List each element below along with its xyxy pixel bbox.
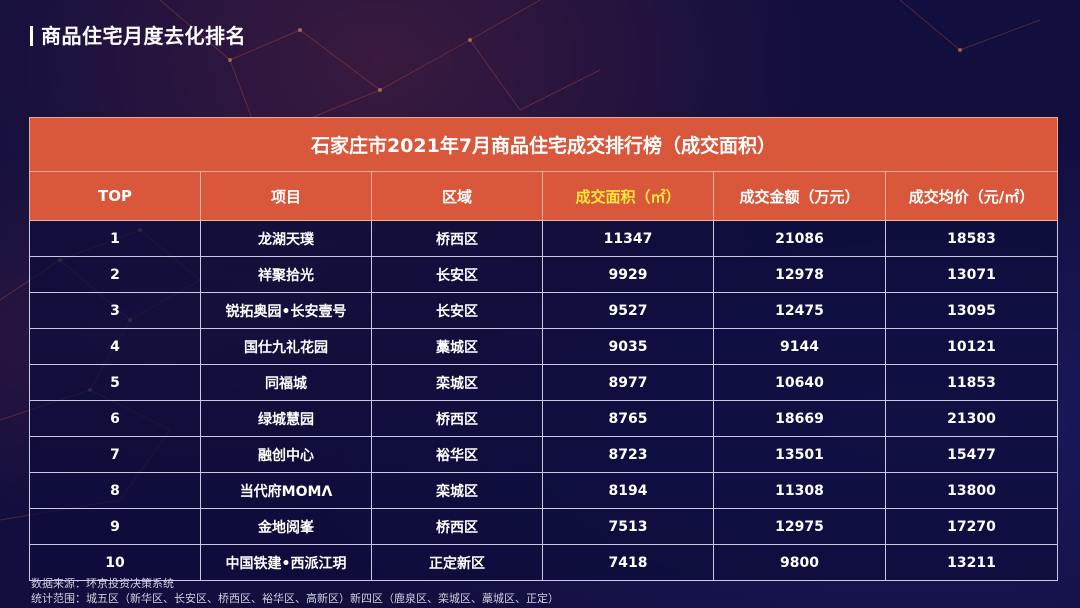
cell-rank: 5 — [29, 364, 201, 401]
table-body: 1 龙湖天璞 桥西区 11347 21086 18583 2 祥聚拾光 长安区 9929 12978… — [29, 220, 1059, 581]
cell-area: 7418 — [542, 544, 714, 581]
statistics-scope-note: 统计范围：城五区（新华区、长安区、桥西区、裕华区、高新区）新四区（鹿泉区、栾城区… — [31, 592, 559, 605]
table-header-row: TOP 项目 区域 成交面积（㎡） 成交金额（万元） 成交均价（元/㎡） — [29, 171, 1059, 221]
cell-district: 长安区 — [371, 256, 543, 293]
cell-avg-price: 17270 — [884, 508, 1059, 545]
cell-area: 8977 — [542, 364, 714, 401]
column-header-avg-price: 成交均价（元/㎡） — [884, 171, 1059, 221]
cell-area: 7513 — [542, 508, 714, 545]
cell-project: 中国铁建•西派江玥 — [200, 544, 372, 581]
column-header-project: 项目 — [200, 171, 372, 221]
table-row: 5 同福城 栾城区 8977 10640 11853 — [29, 364, 1059, 401]
cell-project: 当代府MOMΛ — [200, 472, 372, 509]
cell-amount: 9800 — [713, 544, 886, 581]
cell-rank: 8 — [29, 472, 201, 509]
column-header-area: 成交面积（㎡） — [542, 171, 714, 221]
cell-rank: 1 — [29, 220, 201, 257]
cell-area: 11347 — [542, 220, 714, 257]
cell-rank: 4 — [29, 328, 201, 365]
cell-avg-price: 21300 — [884, 400, 1059, 437]
cell-avg-price: 18583 — [884, 220, 1059, 257]
cell-rank: 6 — [29, 400, 201, 437]
cell-amount: 13501 — [713, 436, 886, 473]
table-row: 10 中国铁建•西派江玥 正定新区 7418 9800 13211 — [29, 544, 1059, 581]
table-row: 4 国仕九礼花园 藁城区 9035 9144 10121 — [29, 328, 1059, 365]
cell-amount: 10640 — [713, 364, 886, 401]
cell-avg-price: 15477 — [884, 436, 1059, 473]
cell-avg-price: 11853 — [884, 364, 1059, 401]
cell-amount: 12475 — [713, 292, 886, 329]
page-title-text: 商品住宅月度去化排名 — [41, 24, 246, 48]
cell-project: 融创中心 — [200, 436, 372, 473]
cell-rank: 7 — [29, 436, 201, 473]
cell-project: 龙湖天璞 — [200, 220, 372, 257]
cell-avg-price: 13095 — [884, 292, 1059, 329]
ranking-table-container: 石家庄市2021年7月商品住宅成交排行榜（成交面积） TOP 项目 区域 成交面… — [28, 117, 1059, 581]
ranking-table: 石家庄市2021年7月商品住宅成交排行榜（成交面积） TOP 项目 区域 成交面… — [28, 117, 1059, 581]
cell-rank: 3 — [29, 292, 201, 329]
column-header-amount: 成交金额（万元） — [713, 171, 886, 221]
table-row: 8 当代府MOMΛ 栾城区 8194 11308 13800 — [29, 472, 1059, 509]
page-title: 商品住宅月度去化排名 — [30, 20, 246, 49]
cell-avg-price: 13071 — [884, 256, 1059, 293]
cell-district: 桥西区 — [371, 508, 543, 545]
table-row: 7 融创中心 裕华区 8723 13501 15477 — [29, 436, 1059, 473]
cell-district: 长安区 — [371, 292, 543, 329]
cell-area: 8765 — [542, 400, 714, 437]
cell-district: 裕华区 — [371, 436, 543, 473]
table-row: 2 祥聚拾光 长安区 9929 12978 13071 — [29, 256, 1059, 293]
cell-district: 栾城区 — [371, 364, 543, 401]
cell-amount: 11308 — [713, 472, 886, 509]
cell-project: 同福城 — [200, 364, 372, 401]
cell-amount: 21086 — [713, 220, 886, 257]
cell-project: 国仕九礼花园 — [200, 328, 372, 365]
cell-district: 藁城区 — [371, 328, 543, 365]
table-row: 6 绿城慧园 桥西区 8765 18669 21300 — [29, 400, 1059, 437]
cell-project: 绿城慧园 — [200, 400, 372, 437]
cell-district: 栾城区 — [371, 472, 543, 509]
cell-district: 正定新区 — [371, 544, 543, 581]
cell-area: 9929 — [542, 256, 714, 293]
cell-amount: 9144 — [713, 328, 886, 365]
footer-notes: 数据来源：环京投资决策系统 统计范围：城五区（新华区、长安区、桥西区、裕华区、高… — [31, 576, 559, 606]
cell-amount: 12975 — [713, 508, 886, 545]
cell-district: 桥西区 — [371, 400, 543, 437]
column-header-district: 区域 — [371, 171, 543, 221]
cell-project: 祥聚拾光 — [200, 256, 372, 293]
cell-rank: 10 — [29, 544, 201, 581]
column-header-top: TOP — [29, 171, 201, 221]
cell-rank: 9 — [29, 508, 201, 545]
cell-area: 8723 — [542, 436, 714, 473]
cell-amount: 18669 — [713, 400, 886, 437]
cell-area: 9035 — [542, 328, 714, 365]
cell-amount: 12978 — [713, 256, 886, 293]
cell-project: 锐拓奥园•长安壹号 — [200, 292, 372, 329]
table-row: 9 金地阅峯 桥西区 7513 12975 17270 — [29, 508, 1059, 545]
cell-avg-price: 10121 — [884, 328, 1059, 365]
table-row: 3 锐拓奥园•长安壹号 长安区 9527 12475 13095 — [29, 292, 1059, 329]
cell-area: 9527 — [542, 292, 714, 329]
data-source-note: 数据来源：环京投资决策系统 — [31, 577, 174, 590]
cell-area: 8194 — [542, 472, 714, 509]
cell-avg-price: 13800 — [884, 472, 1059, 509]
cell-rank: 2 — [29, 256, 201, 293]
cell-avg-price: 13211 — [884, 544, 1059, 581]
table-row: 1 龙湖天璞 桥西区 11347 21086 18583 — [29, 220, 1059, 257]
title-accent-bar — [30, 26, 33, 46]
cell-district: 桥西区 — [371, 220, 543, 257]
table-caption: 石家庄市2021年7月商品住宅成交排行榜（成交面积） — [28, 117, 1059, 172]
table-caption-row: 石家庄市2021年7月商品住宅成交排行榜（成交面积） — [28, 117, 1059, 172]
cell-project: 金地阅峯 — [200, 508, 372, 545]
